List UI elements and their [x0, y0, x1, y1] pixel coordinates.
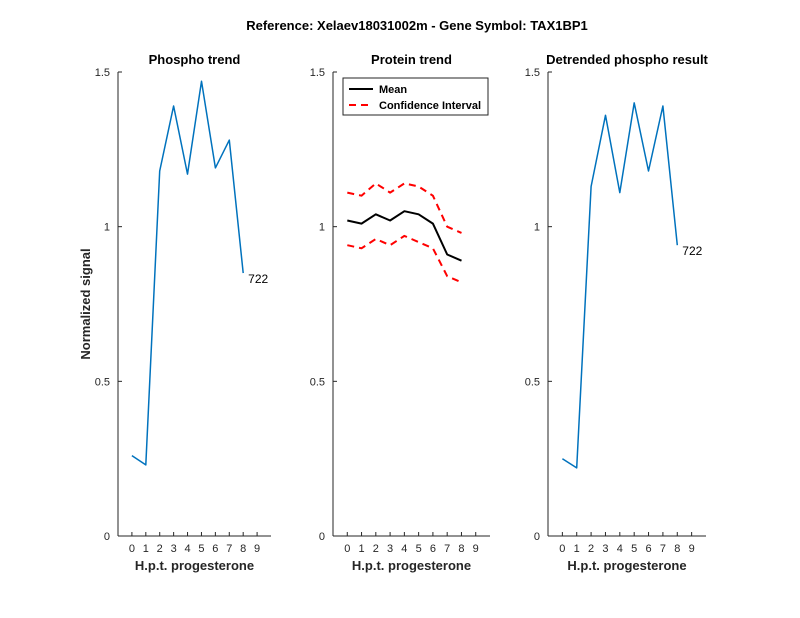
y-tick-label: 0.5	[310, 376, 325, 388]
x-tick-label: 7	[226, 543, 232, 555]
y-tick-label: 1.5	[95, 67, 110, 79]
y-tick-label: 0.5	[525, 376, 540, 388]
x-axis-label: H.p.t. progesterone	[352, 558, 471, 573]
x-tick-label: 6	[212, 543, 218, 555]
x-tick-label: 8	[240, 543, 246, 555]
x-tick-label: 7	[444, 543, 450, 555]
panel-title: Detrended phospho result	[546, 52, 708, 67]
x-tick-label: 2	[588, 543, 594, 555]
y-tick-label: 1	[104, 222, 110, 234]
x-tick-label: 9	[254, 543, 260, 555]
x-tick-label: 5	[198, 543, 204, 555]
x-tick-label: 0	[344, 543, 350, 555]
x-tick-label: 1	[574, 543, 580, 555]
series-line	[561, 102, 679, 469]
y-tick-label: 0	[319, 531, 325, 543]
ci-line	[347, 182, 462, 234]
y-tick-label: 0	[104, 531, 110, 543]
y-tick-label: 1	[534, 222, 540, 234]
x-axis-label: H.p.t. progesterone	[567, 558, 686, 573]
legend-label: Confidence Interval	[379, 100, 481, 112]
x-tick-label: 1	[143, 543, 149, 555]
x-tick-label: 0	[559, 543, 565, 555]
x-tick-label: 3	[387, 543, 393, 555]
y-tick-label: 1.5	[310, 67, 325, 79]
legend: Mean Confidence Interval	[342, 77, 489, 116]
x-tick-label: 7	[660, 543, 666, 555]
x-tick-label: 9	[473, 543, 479, 555]
y-tick-label: 1	[319, 222, 325, 234]
x-tick-label: 6	[645, 543, 651, 555]
series-line	[131, 80, 244, 466]
x-tick-label: 5	[631, 543, 637, 555]
y-axis-label: Normalized signal	[78, 248, 93, 359]
x-tick-label: 4	[401, 543, 407, 555]
point-annotation: 722	[248, 272, 268, 286]
x-tick-label: 8	[674, 543, 680, 555]
y-tick-label: 0.5	[95, 376, 110, 388]
x-tick-label: 2	[157, 543, 163, 555]
legend-box	[342, 77, 489, 116]
x-tick-label: 1	[358, 543, 364, 555]
y-tick-label: 0	[534, 531, 540, 543]
x-tick-label: 0	[129, 543, 135, 555]
point-annotation: 722	[682, 244, 702, 258]
y-tick-label: 1.5	[525, 67, 540, 79]
x-tick-label: 4	[184, 543, 190, 555]
panel-title: Protein trend	[371, 52, 452, 67]
x-tick-label: 8	[458, 543, 464, 555]
x-tick-label: 4	[617, 543, 623, 555]
x-axis-label: H.p.t. progesterone	[135, 558, 254, 573]
panel-title: Phospho trend	[149, 52, 241, 67]
x-tick-label: 3	[171, 543, 177, 555]
x-tick-label: 3	[602, 543, 608, 555]
mean-line	[347, 210, 462, 262]
ci-line	[347, 234, 462, 284]
figure-title: Reference: Xelaev18031002m - Gene Symbol…	[246, 18, 588, 33]
x-tick-label: 6	[430, 543, 436, 555]
x-tick-label: 9	[689, 543, 695, 555]
x-tick-label: 2	[373, 543, 379, 555]
legend-label: Mean	[379, 84, 407, 96]
x-tick-label: 5	[416, 543, 422, 555]
